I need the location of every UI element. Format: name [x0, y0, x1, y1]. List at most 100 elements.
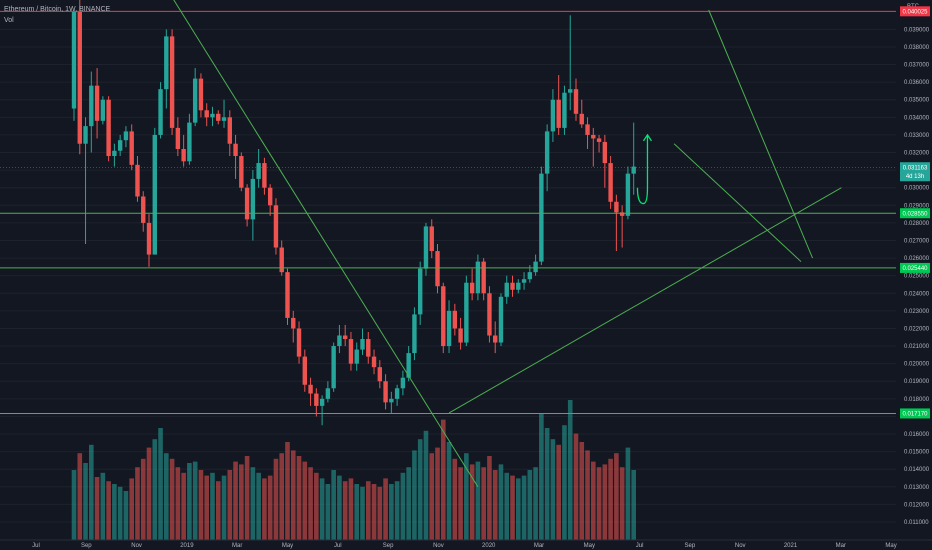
candle-body: [314, 393, 319, 406]
time-tick-label: 2020: [482, 543, 496, 549]
volume-bar: [158, 428, 163, 540]
volume-bar: [573, 433, 579, 540]
trendline-rising-support: [448, 187, 842, 414]
candle-body: [556, 99, 561, 128]
candle-body: [187, 122, 192, 162]
volume-bar: [377, 486, 383, 540]
price-tick-label: 0.021000: [904, 344, 930, 350]
candle-body: [446, 310, 452, 347]
volume-bar: [371, 484, 377, 540]
volume-bar: [475, 461, 481, 540]
volume-bar: [504, 472, 510, 540]
level-price-tag: [900, 6, 930, 17]
time-axis[interactable]: Jul Sep Nov 2019 Mar May Jul Sep Nov 2020 Mar May Ju…: [0, 539, 932, 550]
volume-bar: [325, 484, 331, 540]
symbol-title[interactable]: Ethereum / Bitcoin, 1W, BINANCE: [4, 6, 111, 13]
candle-body: [596, 138, 602, 142]
price-tick-label: 0.024000: [904, 291, 930, 297]
volume-bar: [423, 430, 429, 540]
candle-body: [533, 261, 538, 273]
volume-bar: [521, 475, 527, 540]
time-tick-label: Jul: [636, 543, 644, 549]
volume-bar: [354, 484, 360, 540]
candle-body: [250, 178, 256, 220]
candle-body: [377, 367, 383, 382]
candle-body: [619, 212, 625, 216]
price-tick-label: 0.016000: [904, 432, 930, 438]
candle-body: [389, 398, 394, 403]
last-price-tag: [900, 162, 930, 182]
candle-body: [83, 126, 88, 144]
volume-bar: [117, 486, 123, 540]
candle-body: [210, 113, 215, 118]
volume-bar: [498, 464, 504, 540]
price-tick-label: 0.022000: [904, 326, 930, 332]
arrow-head: [642, 133, 653, 142]
price-tick-label: 0.015000: [904, 450, 930, 456]
volume-bar: [585, 450, 590, 540]
volume-bar: [187, 463, 192, 540]
volume-bar: [319, 478, 325, 540]
volume-bar: [515, 478, 521, 540]
candle-body: [394, 388, 400, 399]
horizontal-levels: [0, 10, 896, 414]
candle-body: [504, 282, 509, 297]
time-tick-label: May: [584, 543, 595, 549]
candle-body: [285, 272, 290, 318]
volume-bar: [331, 470, 336, 540]
volume-bar: [204, 475, 210, 540]
volume-bar: [239, 464, 244, 540]
price-tick-label: 0.026000: [904, 256, 930, 262]
price-tick-label: 0.037000: [904, 63, 930, 69]
candle-body: [198, 78, 204, 111]
candle-body: [141, 196, 146, 223]
candle-body: [117, 140, 123, 151]
price-tick-label: 0.023000: [904, 309, 930, 315]
candle-body: [602, 141, 608, 164]
level-price-label: 0.040025: [902, 10, 928, 16]
volume-bar: [412, 450, 417, 540]
candle-body: [158, 89, 163, 135]
volume-bar: [290, 450, 296, 540]
price-tick-label: 0.033000: [904, 133, 930, 139]
price-tick-label: 0.012000: [904, 502, 930, 508]
level-price-tag: [900, 262, 930, 273]
level-price-label: 0.017170: [902, 412, 928, 418]
candle-body: [169, 36, 175, 128]
volume-bar: [481, 467, 486, 540]
price-tick-label: 0.029000: [904, 203, 930, 209]
volume-bar: [71, 470, 77, 540]
price-tick-label: 0.027000: [904, 238, 930, 244]
time-tick-label: 2021: [784, 543, 798, 549]
volume-bar: [394, 481, 400, 540]
volume-bar: [452, 458, 458, 540]
candle-body: [573, 89, 579, 114]
price-tick-label: 0.036000: [904, 80, 930, 86]
candle-body: [591, 134, 596, 139]
price-axis[interactable]: BTC0.0390000.0380000.0370000.0360000.035…: [896, 0, 932, 550]
candle-body: [239, 156, 244, 188]
candle-body: [539, 173, 544, 262]
volume-bar: [539, 414, 544, 540]
candle-body: [527, 272, 533, 280]
volume-bar: [106, 481, 111, 540]
volume-bar: [273, 458, 279, 540]
price-tick-label: 0.011000: [904, 520, 929, 526]
volume-bar: [146, 447, 152, 540]
price-tick-label: 0.019000: [904, 379, 930, 385]
volume-bar: [83, 463, 88, 540]
volume-bar: [533, 467, 538, 540]
time-tick-label: Mar: [836, 543, 846, 549]
volume-bar: [296, 456, 302, 540]
volume-bar: [89, 444, 94, 540]
volume-bar: [342, 481, 348, 540]
candle-body: [129, 131, 134, 165]
level-price-label: 0.028550: [902, 211, 928, 217]
volume-bar: [302, 461, 308, 540]
time-tick-label: Mar: [534, 543, 544, 549]
volume-bar: [135, 467, 140, 540]
time-tick-label: Jul: [334, 543, 342, 549]
price-axis-bg: [896, 0, 932, 550]
